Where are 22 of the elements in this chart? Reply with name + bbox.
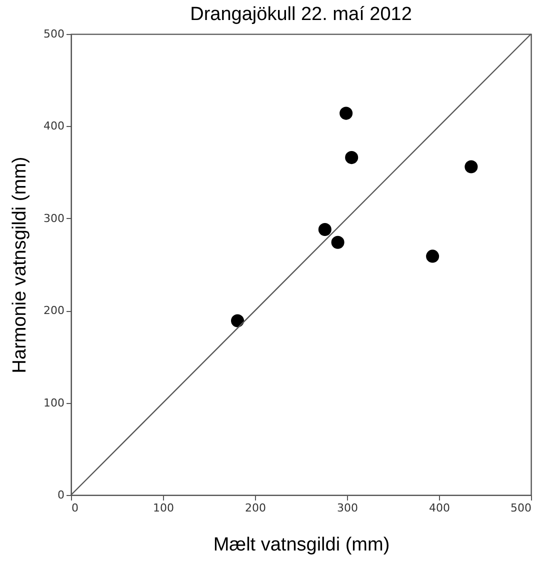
x-tick-label: 200 (245, 502, 266, 514)
y-tick-label: 400 (44, 120, 64, 133)
chart-title: Drangajökull 22. maí 2012 (190, 4, 412, 25)
x-axis-title: Mælt vatnsgildi (mm) (213, 534, 390, 556)
point (331, 236, 344, 249)
x-tick-label: 500 (510, 502, 532, 514)
y-tick-label: 200 (44, 304, 64, 318)
y-tick-label: 300 (44, 212, 64, 225)
point (464, 160, 478, 174)
y-tick-label: 0 (58, 488, 64, 502)
x-tick-label: 300 (337, 502, 358, 514)
y-tick-label: 100 (44, 396, 64, 410)
x-tick-label: 0 (72, 502, 78, 514)
point (426, 250, 440, 263)
y-axis-title: Harmonie vatnsgildi (mm) (10, 156, 31, 374)
point (318, 222, 332, 236)
point (340, 106, 353, 120)
point (345, 151, 358, 164)
x-tick-label: 100 (153, 502, 174, 514)
point (231, 314, 244, 328)
y-tick-label: 500 (44, 28, 64, 40)
x-tick-label: 400 (429, 502, 450, 514)
